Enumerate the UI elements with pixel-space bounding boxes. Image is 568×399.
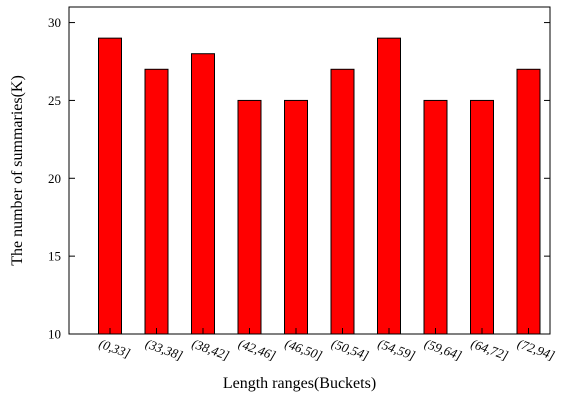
x-axis-label: Length ranges(Buckets) bbox=[223, 375, 376, 392]
y-tick-label: 25 bbox=[48, 93, 61, 108]
y-tick-label: 20 bbox=[48, 171, 61, 186]
plot-area-frame bbox=[68, 6, 551, 335]
bar-5 bbox=[330, 68, 355, 335]
bar-4 bbox=[284, 99, 308, 335]
y-tick-label: 30 bbox=[48, 15, 61, 30]
y-axis-label: The number of summaries(K) bbox=[9, 75, 26, 266]
bar-3 bbox=[237, 99, 262, 335]
y-axis: 10 15 20 25 30 bbox=[48, 15, 550, 342]
bar-6 bbox=[377, 37, 401, 335]
x-tick-label: (50,54] bbox=[329, 336, 370, 363]
x-tick-label: (0,33] bbox=[97, 336, 132, 361]
bars-group bbox=[98, 37, 541, 335]
x-tick-label: (54,59] bbox=[376, 336, 417, 363]
y-tick-label: 10 bbox=[48, 327, 61, 342]
bar-9 bbox=[516, 68, 541, 335]
bar-8 bbox=[470, 99, 494, 335]
bar-1 bbox=[144, 68, 169, 335]
y-tick-label: 15 bbox=[48, 249, 61, 264]
bar-0 bbox=[98, 37, 122, 335]
bar-7 bbox=[423, 99, 448, 335]
bar-2 bbox=[191, 53, 215, 335]
x-tick-label: (64,72] bbox=[469, 336, 510, 363]
x-tick-label: (46,50] bbox=[283, 336, 324, 363]
x-tick-label: (42,46] bbox=[236, 336, 277, 363]
x-tick-label: (33,38] bbox=[143, 336, 184, 363]
x-tick-label: (38,42] bbox=[190, 336, 231, 363]
x-tick-label: (59,64] bbox=[422, 336, 463, 363]
x-tick-label: (72,94] bbox=[515, 336, 556, 363]
